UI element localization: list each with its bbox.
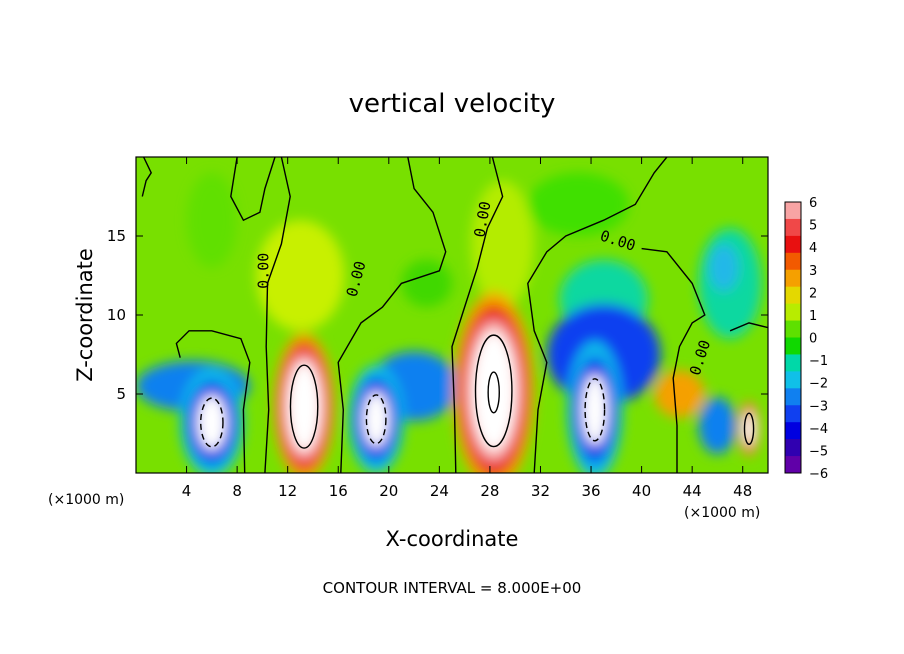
zero-contour xyxy=(527,157,668,473)
colorbar-swatch xyxy=(785,354,801,372)
y-tick-label: 5 xyxy=(116,385,126,403)
x-tick-label: 8 xyxy=(232,482,242,500)
colorbar-swatch xyxy=(785,218,801,237)
x-tick-label: 12 xyxy=(278,482,297,500)
updraft-contour xyxy=(743,412,755,446)
colorbar-swatch xyxy=(785,371,801,389)
y-tick-label: 15 xyxy=(107,227,126,245)
colorbar-tick-label: −1 xyxy=(809,354,828,369)
colorbar-tick-label: 4 xyxy=(809,241,817,256)
zero-contour xyxy=(729,322,768,332)
updraft-contour xyxy=(474,334,513,448)
zero-contour xyxy=(141,157,153,197)
zero-contour xyxy=(230,157,276,222)
x-axis-label: X-coordinate xyxy=(386,527,519,551)
x-tick-label: 36 xyxy=(581,482,600,500)
colorbar-frame xyxy=(784,201,802,474)
zero-contour xyxy=(451,157,504,473)
downdraft-center xyxy=(582,374,608,446)
field-patch xyxy=(401,259,452,308)
downdraft-contour xyxy=(200,397,224,448)
updraft-center xyxy=(743,412,755,446)
y-tick-label: 10 xyxy=(107,306,126,324)
x-tick-label: 16 xyxy=(329,482,348,500)
colorbar-swatch xyxy=(785,286,801,305)
colorbar-swatch xyxy=(785,456,801,474)
downdraft-center xyxy=(197,394,227,451)
colorbar-swatch xyxy=(785,202,801,220)
x-axis: 4 8 12 16 20 24 28 32 36 40 44 48 xyxy=(182,157,752,500)
colorbar-swatch xyxy=(785,235,801,254)
contour-lines xyxy=(141,157,768,473)
contour-label: 0.00 xyxy=(470,200,494,239)
x-tick-label: 40 xyxy=(632,482,651,500)
colorbar-tick-label: 3 xyxy=(809,264,817,279)
x-tick-label: 32 xyxy=(531,482,550,500)
chart-title: vertical velocity xyxy=(349,89,556,119)
zero-contour xyxy=(641,247,706,473)
colorbar-tick-label: 5 xyxy=(809,219,817,234)
downdraft-contour xyxy=(584,378,606,442)
field-patch xyxy=(708,243,739,292)
y-axis-label: Z-coordinate xyxy=(73,248,97,382)
colorbar-swatch xyxy=(785,252,801,271)
contour-label: 0.00 xyxy=(255,253,273,289)
zero-contour xyxy=(337,157,447,473)
updraft-center xyxy=(287,362,321,452)
x-unit-left: (×1000 m) xyxy=(48,492,124,508)
colorbar-tick-label: −5 xyxy=(809,444,828,459)
x-tick-label: 20 xyxy=(379,482,398,500)
y-axis: 5 10 15 xyxy=(107,227,768,403)
colorbar-tick-label: 6 xyxy=(809,196,817,211)
colorbar-swatch xyxy=(785,337,801,355)
x-tick-label: 4 xyxy=(182,482,192,500)
colorbar-swatch xyxy=(785,388,801,406)
colorbar-tick-label: −6 xyxy=(809,467,828,482)
zero-contour xyxy=(175,330,251,473)
zero-contour xyxy=(264,157,291,473)
colorbar-tick-label: −4 xyxy=(809,422,828,437)
field-blobs xyxy=(136,172,762,473)
colorbar-tick-label: 1 xyxy=(809,309,817,324)
colorbar-tick-label: 0 xyxy=(809,332,817,347)
field-patch xyxy=(256,220,345,331)
colorbar-tick-label: −2 xyxy=(809,377,828,392)
colorbar-tick-label: −3 xyxy=(809,399,828,414)
field-patch xyxy=(186,172,238,268)
downdraft-contour xyxy=(365,394,387,445)
colorbar-swatch xyxy=(785,422,801,440)
x-tick-label: 48 xyxy=(733,482,752,500)
updraft-center xyxy=(472,331,516,451)
x-unit-right: (×1000 m) xyxy=(684,505,760,521)
downdraft-center xyxy=(363,391,389,448)
colorbar-swatch xyxy=(785,439,801,457)
field-patch xyxy=(527,172,629,236)
field-patch xyxy=(654,370,705,418)
x-tick-label: 44 xyxy=(683,482,702,500)
colorbar: 6 5 4 3 2 1 0 −1 −2 −3 −4 −5 −6 xyxy=(784,196,828,482)
updraft-contour xyxy=(289,364,319,449)
plot-area: 0.00 0.000.000.000.00 xyxy=(136,157,768,473)
updraft-contour-inner xyxy=(487,371,500,414)
contour-interval-note: CONTOUR INTERVAL = 8.000E+00 xyxy=(323,579,582,597)
colorbar-swatch xyxy=(785,320,801,338)
colorbar-swatch xyxy=(785,405,801,423)
colorbar-tick-label: 2 xyxy=(809,286,817,301)
colorbar-swatch xyxy=(785,303,801,322)
x-tick-label: 28 xyxy=(480,482,499,500)
field-patch xyxy=(698,397,737,455)
field-patch xyxy=(470,180,535,308)
x-tick-label: 24 xyxy=(430,482,449,500)
colorbar-swatch xyxy=(785,269,801,288)
